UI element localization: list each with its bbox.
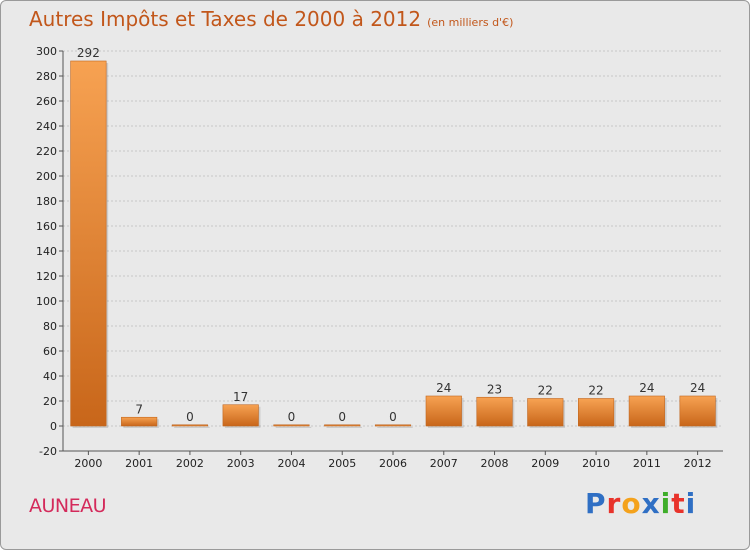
bar-shadow <box>174 426 210 428</box>
y-tick-label: 220 <box>36 145 57 158</box>
logo-letter: x <box>641 487 661 520</box>
x-tick-label: 2003 <box>227 457 255 470</box>
bar-shadow <box>275 426 312 428</box>
bar-value-label: 22 <box>588 384 603 398</box>
x-tick-label: 2010 <box>582 457 610 470</box>
bar-shadow <box>326 426 362 428</box>
logo-letter: P <box>585 487 607 520</box>
y-tick-label: 160 <box>36 220 57 233</box>
bar <box>273 424 310 427</box>
y-tick-label: 140 <box>36 245 57 258</box>
x-tick-label: 2007 <box>430 457 458 470</box>
logo-letter: i <box>660 487 672 520</box>
y-tick-label: 280 <box>36 70 57 83</box>
bar-value-label: 22 <box>538 384 553 398</box>
bar <box>679 395 716 427</box>
x-tick-label: 2011 <box>633 457 661 470</box>
logo-letter: o <box>621 487 642 520</box>
proxiti-logo: Proxiti <box>585 487 696 520</box>
chart-title: Autres Impôts et Taxes de 2000 à 2012 (en… <box>29 7 513 31</box>
bar <box>374 424 412 427</box>
y-tick-label: 260 <box>36 95 57 108</box>
bar-value-label: 17 <box>233 390 248 404</box>
y-tick-label: 120 <box>36 270 57 283</box>
logo-letter: r <box>606 487 622 520</box>
bar <box>578 398 615 427</box>
chart-subtitle: (en milliers d'€) <box>427 16 514 29</box>
x-tick-label: 2006 <box>379 457 407 470</box>
bar-value-label: 24 <box>690 381 705 395</box>
y-tick-label: 200 <box>36 170 57 183</box>
y-tick-label: 40 <box>43 370 57 383</box>
bar-shadow <box>377 426 413 428</box>
y-tick-label: 100 <box>36 295 57 308</box>
logo-letter: i <box>685 487 697 520</box>
x-tick-label: 2001 <box>125 457 153 470</box>
x-tick-label: 2009 <box>531 457 559 470</box>
x-tick-label: 2004 <box>277 457 305 470</box>
y-tick-label: 180 <box>36 195 57 208</box>
bar-value-label: 292 <box>77 46 100 60</box>
chart-title-text: Autres Impôts et Taxes de 2000 à 2012 <box>29 7 422 31</box>
bar <box>121 416 158 427</box>
x-tick-label: 2000 <box>74 457 102 470</box>
y-tick-label: 300 <box>36 45 57 58</box>
bar-value-label: 0 <box>186 410 194 424</box>
bar <box>628 395 665 427</box>
commune-name: AUNEAU <box>29 495 107 517</box>
x-tick-label: 2012 <box>684 457 712 470</box>
x-tick-label: 2002 <box>176 457 204 470</box>
bar <box>324 424 361 427</box>
bar-value-label: 24 <box>639 381 654 395</box>
x-tick-label: 2005 <box>328 457 356 470</box>
bar <box>425 395 462 427</box>
logo-letter: t <box>671 487 686 520</box>
y-tick-label: 240 <box>36 120 57 133</box>
bar <box>476 396 513 427</box>
x-tick-label: 2008 <box>481 457 509 470</box>
bar <box>527 398 564 427</box>
bar-value-label: 0 <box>338 410 346 424</box>
bar <box>222 404 259 427</box>
bar <box>171 424 208 427</box>
bar-value-label: 0 <box>288 410 296 424</box>
bar <box>70 60 107 427</box>
y-tick-label: 80 <box>43 320 57 333</box>
bar-value-label: 7 <box>135 402 143 416</box>
bar-value-label: 24 <box>436 381 451 395</box>
bar-value-label: 23 <box>487 382 502 396</box>
y-tick-label: 20 <box>43 395 57 408</box>
bar-value-label: 0 <box>389 410 397 424</box>
y-tick-label: 0 <box>50 420 57 433</box>
y-tick-label: 60 <box>43 345 57 358</box>
y-tick-label: -20 <box>39 445 57 458</box>
